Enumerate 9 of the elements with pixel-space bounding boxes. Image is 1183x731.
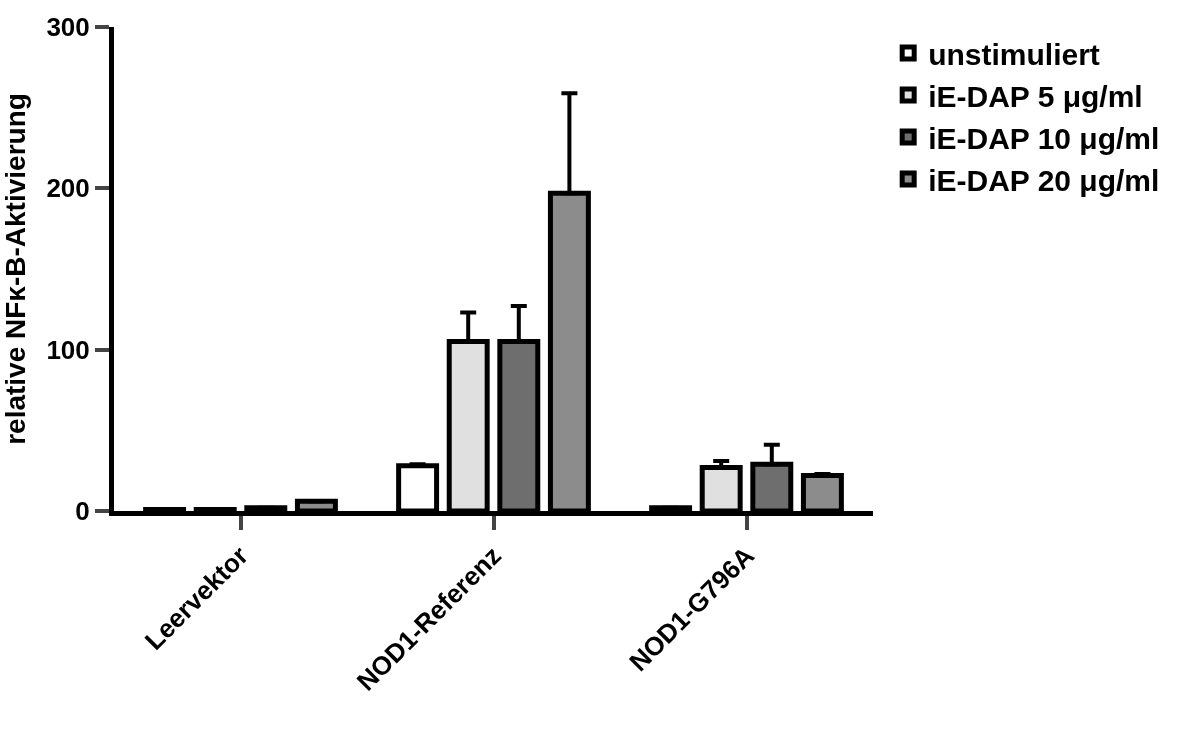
y-tick-label: 200	[46, 173, 90, 204]
legend-label: unstimuliert	[928, 37, 1100, 71]
y-tick-label: 300	[46, 12, 90, 43]
y-tick-label: 100	[46, 334, 90, 365]
legend-label: iE-DAP 20 μg/ml	[928, 163, 1160, 197]
legend-label: iE-DAP 5 μg/ml	[928, 79, 1143, 113]
y-tick-label: 0	[75, 496, 90, 527]
legend-label: iE-DAP 10 μg/ml	[928, 121, 1160, 155]
y-axis-title: relative NFκ-B-Aktivierung	[0, 93, 31, 445]
